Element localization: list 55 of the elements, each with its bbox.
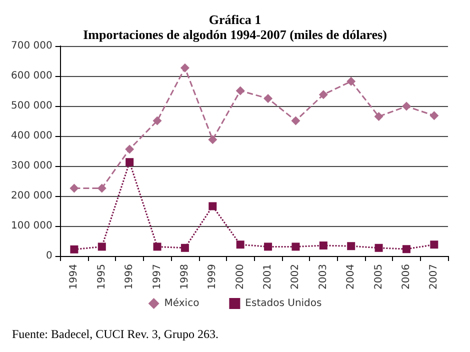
x-tick-label: 1999 [207,264,218,290]
point [264,242,272,251]
x-tick-label: 2003 [318,264,329,290]
point [97,184,106,193]
y-tick-label: 700 000 [10,40,52,52]
point [70,245,78,254]
point [374,244,383,252]
point [236,86,245,96]
y-tick-label: 300 000 [10,160,52,172]
point [180,63,190,72]
x-tick-label: 1998 [179,264,190,290]
x-tick-label: 2005 [373,264,384,290]
y-tick-label: 200 000 [10,190,52,202]
point [347,242,356,250]
point [126,158,134,166]
point [374,112,384,121]
point [98,242,106,251]
point [402,102,411,111]
point [346,76,356,86]
point [430,240,438,249]
chart-subtitle: Importaciones de algodón 1994-2007 (miles de dólares) [83,27,387,42]
y-tick-label: 600 000 [10,70,52,82]
x-tick-label: 1994 [68,264,80,290]
legend-label: México [164,298,200,309]
point [319,242,328,250]
point [125,144,134,154]
point [153,242,162,251]
point [292,242,300,251]
point [152,116,162,126]
point [402,245,410,254]
point [291,116,300,126]
point [430,111,439,120]
x-tick-label: 1995 [96,264,108,290]
point [264,94,273,103]
y-tick-label: 500 000 [10,100,52,112]
point [70,184,79,193]
chart-title: Gráfica 1 [208,12,262,27]
y-tick-label: 0 [46,250,52,262]
x-tick-label: 2000 [234,264,246,290]
y-tick-label: 400 000 [10,130,52,142]
x-tick-label: 2002 [290,264,302,290]
x-tick-label: 2007 [428,264,440,290]
x-tick-label: 2001 [262,264,274,290]
point [236,240,244,249]
source-note: Fuente: Badecel, CUCI Rev. 3, Grupo 263. [12,327,219,341]
x-tick-label: 1996 [124,264,136,290]
x-tick-label: 2004 [346,264,357,290]
x-tick-label: 1997 [152,264,163,290]
legend-label: Estados Unidos [245,298,322,309]
y-tick-label: 100 000 [10,220,52,232]
point [208,135,218,144]
point [180,244,189,252]
point [208,202,217,210]
point [318,90,328,100]
x-tick-label: 2006 [400,264,412,290]
